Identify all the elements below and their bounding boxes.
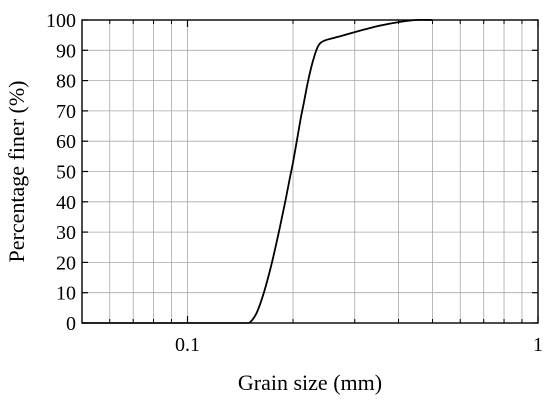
x-tick-label: 1: [533, 334, 543, 356]
y-tick-label: 60: [56, 131, 76, 153]
grid-layer: [82, 20, 538, 323]
y-tick-label: 90: [56, 40, 76, 62]
x-axis-label: Grain size (mm): [238, 370, 382, 395]
y-tick-label: 0: [66, 313, 76, 335]
y-tick-label: 40: [56, 192, 76, 214]
y-tick-label: 100: [46, 10, 76, 32]
y-tick-label: 50: [56, 162, 76, 184]
y-tick-label: 30: [56, 222, 76, 244]
y-axis-label: Percentage finer (%): [4, 80, 29, 262]
tick-layer: [82, 19, 539, 324]
label-layer: 0 10 20 30 40 50 60 70 80 90 100 0.1 1: [46, 10, 543, 356]
y-tick-label: 20: [56, 252, 76, 274]
y-tick-label: 70: [56, 101, 76, 123]
y-tick-label: 10: [56, 283, 76, 305]
y-tick-label: 80: [56, 71, 76, 93]
x-tick-label: 0.1: [175, 334, 200, 356]
grain-size-curve: [248, 18, 433, 324]
